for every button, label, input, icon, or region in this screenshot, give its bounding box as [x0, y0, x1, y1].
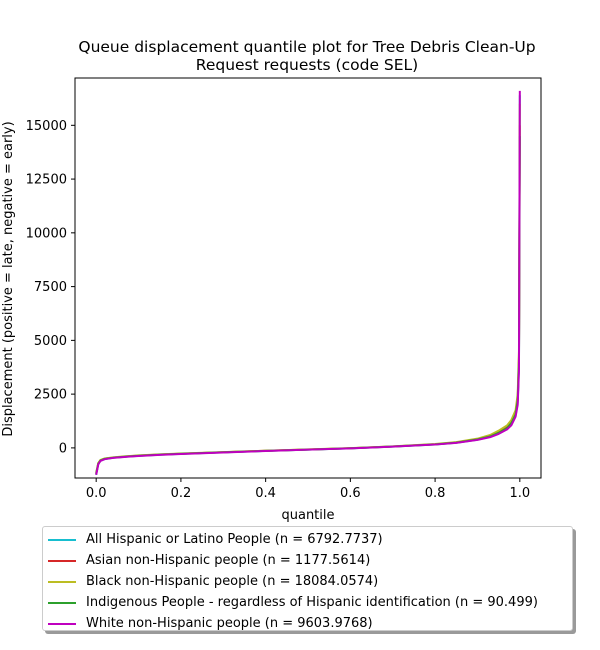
legend-label: Asian non-Hispanic people (n = 1177.5614… [86, 553, 371, 568]
series-line-1 [95, 125, 521, 474]
legend-entry: Indigenous People - regardless of Hispan… [43, 592, 572, 613]
y-axis-label: Displacement (positive = late, negative … [1, 121, 16, 436]
x-axis-ticks: 0.0 0.2 0.4 0.6 0.8 1.0 [86, 478, 530, 501]
y-tick-label: 12500 [26, 173, 67, 188]
plot-area-frame [74, 77, 542, 479]
chart-title-line-1: Queue displacement quantile plot for Tre… [78, 38, 535, 56]
legend-label: All Hispanic or Latino People (n = 6792.… [86, 532, 383, 547]
x-tick-label: 0.6 [340, 486, 361, 501]
x-tick-label: 0.4 [255, 486, 276, 501]
y-tick-label: 15000 [26, 119, 67, 134]
y-tick-label: 7500 [34, 280, 67, 295]
series-layer [95, 90, 521, 475]
legend-swatch [48, 580, 76, 583]
legend-label: White non-Hispanic people (n = 9603.9768… [86, 616, 373, 631]
x-tick-label: 1.0 [509, 486, 530, 501]
legend-label: Indigenous People - regardless of Hispan… [86, 595, 538, 610]
chart-legend: All Hispanic or Latino People (n = 6792.… [42, 526, 573, 631]
chart-title-line-2: Request requests (code SEL) [196, 56, 418, 74]
legend-swatch [48, 622, 76, 625]
series-line-2 [95, 103, 521, 473]
x-tick-label: 0.2 [171, 486, 192, 501]
y-tick-label: 5000 [34, 334, 67, 349]
legend-entry: All Hispanic or Latino People (n = 6792.… [43, 529, 572, 550]
y-tick-label: 2500 [34, 388, 67, 403]
x-axis-label: quantile [281, 508, 334, 523]
series-line-4 [95, 90, 521, 475]
x-tick-label: 0.0 [86, 486, 107, 501]
x-tick-label: 0.8 [425, 486, 446, 501]
y-tick-label: 0 [59, 441, 67, 456]
y-tick-label: 10000 [26, 226, 67, 241]
legend-swatch [48, 559, 76, 562]
legend-entry: White non-Hispanic people (n = 9603.9768… [43, 613, 572, 634]
legend-label: Black non-Hispanic people (n = 18084.057… [86, 574, 379, 589]
series-line-3 [95, 136, 521, 474]
legend-swatch [48, 601, 76, 604]
legend-entry: Asian non-Hispanic people (n = 1177.5614… [43, 550, 572, 571]
series-line-0 [95, 95, 521, 475]
legend-entry: Black non-Hispanic people (n = 18084.057… [43, 571, 572, 592]
legend-swatch [48, 538, 76, 541]
y-axis-ticks: 0 2500 5000 7500 10000 12500 15000 [26, 119, 75, 456]
